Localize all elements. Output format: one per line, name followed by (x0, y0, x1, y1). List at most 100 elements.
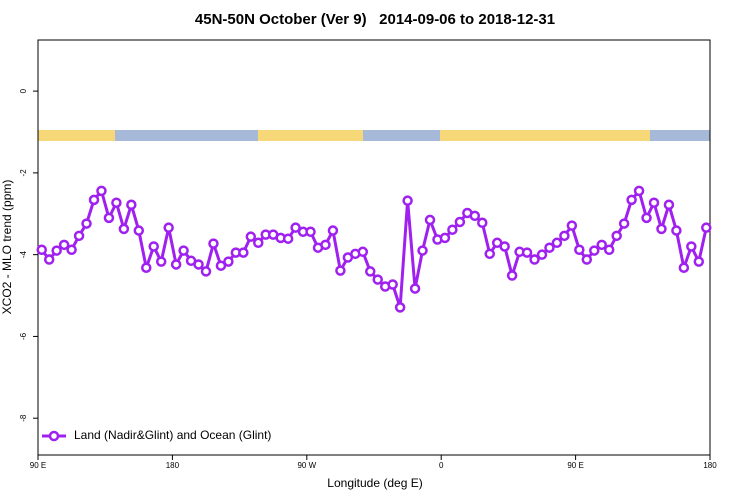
point (387, 279, 398, 290)
point (529, 254, 540, 265)
point (641, 212, 652, 224)
x-axis-label: Longitude (deg E) (327, 476, 422, 490)
point (73, 230, 85, 242)
point (141, 262, 152, 273)
x-tick-label: 90 E (567, 461, 583, 470)
point (402, 195, 413, 206)
point (118, 223, 130, 235)
point (686, 241, 697, 252)
point (633, 185, 645, 197)
point (544, 242, 555, 253)
point (320, 239, 331, 251)
point (155, 256, 167, 267)
point (148, 241, 159, 252)
y-tick-label: -8 (19, 414, 28, 422)
map-strip (38, 130, 710, 141)
point (499, 241, 510, 252)
point (178, 245, 189, 256)
x-tick-label: 0 (439, 461, 444, 470)
point (626, 194, 637, 206)
point (43, 254, 55, 265)
y-tick-label: -2 (19, 169, 28, 177)
point (477, 217, 488, 229)
point (506, 270, 518, 281)
legend-marker (48, 430, 60, 442)
point (589, 245, 600, 256)
point (372, 274, 383, 285)
point (58, 239, 70, 251)
point (170, 259, 182, 270)
point (51, 245, 62, 256)
point (111, 197, 122, 208)
chart-title: 45N-50N October (Ver 9) 2014-09-06 to 20… (195, 11, 555, 28)
point (693, 256, 705, 267)
point (200, 266, 212, 277)
point (648, 197, 660, 208)
point (596, 239, 607, 251)
point (611, 230, 622, 242)
legend-label: Land (Nadir&Glint) and Ocean (Glint) (74, 428, 271, 442)
y-tick-label: -6 (19, 332, 28, 340)
x-tick-label: 180 (166, 461, 180, 470)
point (521, 247, 533, 258)
y-axis-label: XCO2 - MLO trend (ppm) (0, 180, 14, 315)
point (208, 238, 219, 249)
point (678, 262, 690, 273)
point (447, 224, 458, 235)
point (566, 220, 578, 231)
point (394, 302, 406, 313)
point (551, 237, 563, 249)
point (163, 222, 174, 233)
point (469, 210, 481, 222)
point (603, 244, 615, 255)
point (365, 266, 376, 277)
legend-item: Land (Nadir&Glint) and Ocean (Glint) (42, 428, 271, 442)
point (305, 226, 316, 238)
point (327, 225, 339, 236)
point (701, 222, 712, 233)
point (126, 199, 137, 211)
point (335, 265, 346, 276)
point (357, 246, 369, 258)
point (559, 230, 570, 242)
point (238, 247, 249, 258)
point (424, 214, 436, 226)
point (439, 232, 451, 244)
land (38, 130, 115, 141)
point (133, 225, 145, 236)
point (656, 223, 667, 235)
point (253, 237, 264, 249)
point (215, 260, 227, 271)
point (484, 248, 495, 260)
ocean (38, 130, 710, 141)
point (223, 256, 234, 267)
point (581, 254, 593, 265)
point (663, 199, 675, 211)
point (36, 244, 47, 255)
point (282, 233, 294, 244)
x-tick-label: 90 E (30, 461, 46, 470)
point (417, 245, 428, 256)
point (193, 259, 204, 270)
x-tick-label: 180 (703, 461, 717, 470)
x-tick-label: 90 W (297, 461, 316, 470)
land (258, 130, 363, 141)
point (66, 244, 77, 255)
point (536, 249, 548, 260)
land (440, 130, 650, 141)
point (88, 194, 100, 206)
point (103, 212, 115, 224)
point (81, 218, 92, 229)
y-tick-label: -4 (19, 251, 28, 259)
point (96, 185, 107, 197)
point (574, 244, 585, 255)
point (454, 216, 466, 228)
point (290, 222, 301, 233)
point (245, 231, 257, 242)
point (409, 283, 421, 294)
y-tick-label: 0 (19, 88, 28, 93)
point (618, 218, 630, 229)
point (671, 225, 682, 236)
